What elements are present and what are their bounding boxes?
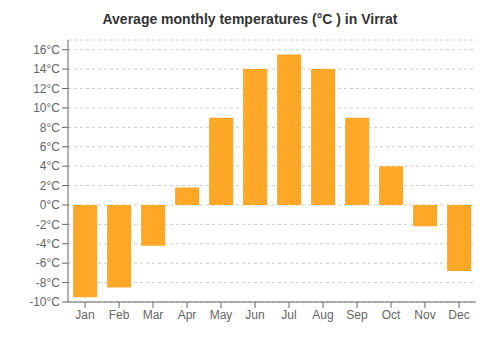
- svg-text:0°C: 0°C: [40, 198, 60, 212]
- svg-text:-8°C: -8°C: [36, 276, 60, 290]
- svg-text:-2°C: -2°C: [36, 218, 60, 232]
- svg-text:Feb: Feb: [109, 308, 130, 322]
- svg-text:14°C: 14°C: [33, 62, 60, 76]
- svg-text:4°C: 4°C: [40, 159, 60, 173]
- svg-text:Mar: Mar: [143, 308, 164, 322]
- svg-text:Nov: Nov: [414, 308, 435, 322]
- svg-text:Dec: Dec: [448, 308, 469, 322]
- svg-text:Jan: Jan: [75, 308, 94, 322]
- svg-text:Jul: Jul: [281, 308, 296, 322]
- svg-text:16°C: 16°C: [33, 43, 60, 57]
- svg-text:-10°C: -10°C: [29, 295, 60, 309]
- html-text:Average monthly temperatures (: Average monthly temperatures (°C ) in Vi…: [102, 11, 398, 27]
- svg-text:Apr: Apr: [178, 308, 197, 322]
- svg-text:Jun: Jun: [245, 308, 264, 322]
- svg-text:-6°C: -6°C: [36, 256, 60, 270]
- svg-text:-4°C: -4°C: [36, 237, 60, 251]
- svg-text:Oct: Oct: [382, 308, 401, 322]
- svg-text:12°C: 12°C: [33, 82, 60, 96]
- svg-text:8°C: 8°C: [40, 121, 60, 135]
- svg-text:Aug: Aug: [312, 308, 333, 322]
- svg-text:10°C: 10°C: [33, 101, 60, 115]
- svg-text:2°C: 2°C: [40, 179, 60, 193]
- svg-text:Sep: Sep: [346, 308, 368, 322]
- svg-text:6°C: 6°C: [40, 140, 60, 154]
- svg-text:May: May: [210, 308, 233, 322]
